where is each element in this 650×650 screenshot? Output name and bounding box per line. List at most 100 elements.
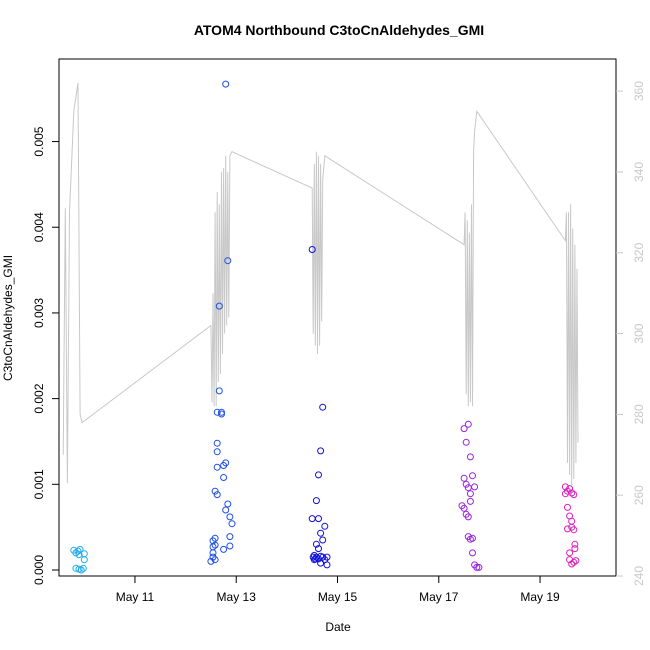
data-point — [473, 563, 481, 571]
y-left-tick-label: 0.004 — [32, 212, 46, 242]
data-point — [224, 500, 232, 508]
data-point — [213, 491, 221, 499]
data-point — [469, 534, 476, 542]
line-series — [62, 82, 579, 488]
data-point — [568, 517, 576, 525]
data-point — [561, 483, 569, 491]
data-point — [215, 302, 223, 310]
data-point — [462, 480, 470, 488]
data-point — [211, 556, 219, 564]
data-point — [466, 490, 474, 498]
data-point — [460, 504, 468, 512]
data-point — [571, 545, 579, 553]
x-tick-label: May 15 — [318, 590, 358, 604]
data-point — [319, 536, 327, 544]
data-point — [222, 80, 230, 88]
y-left-tick-label: 0.001 — [32, 469, 46, 499]
data-point — [566, 549, 574, 557]
data-point — [213, 448, 221, 456]
data-point — [211, 534, 219, 542]
data-point — [213, 408, 221, 416]
data-point — [571, 540, 579, 548]
data-point — [207, 557, 215, 565]
data-point — [80, 550, 88, 558]
data-point — [215, 387, 223, 395]
data-point — [572, 557, 580, 565]
data-point — [471, 483, 479, 491]
y-left-tick-label: 0.005 — [32, 126, 46, 156]
x-tick-label: May 13 — [217, 590, 257, 604]
data-point — [220, 474, 228, 481]
axes: May 11 May 13 May 15 May 17 May 19 0.000 0.001… — [32, 81, 646, 604]
data-point — [570, 491, 578, 499]
data-point — [74, 547, 82, 555]
x-axis-label: Date — [325, 620, 351, 634]
data-point — [568, 489, 576, 497]
data-point — [570, 526, 578, 534]
y-right-tick-label: 240 — [632, 566, 646, 586]
data-point — [315, 471, 322, 479]
y-left-tick-label: 0.003 — [32, 298, 46, 328]
data-point — [568, 560, 576, 568]
data-point — [75, 551, 83, 559]
data-point — [226, 542, 234, 550]
data-point — [226, 513, 234, 521]
data-point — [312, 540, 320, 548]
x-tick-label: May 19 — [520, 590, 560, 604]
data-point — [464, 513, 472, 521]
y-right-tick-label: 340 — [632, 162, 646, 182]
data-point — [319, 403, 327, 411]
data-point — [79, 564, 87, 572]
data-point — [308, 515, 316, 523]
data-point — [317, 529, 325, 537]
data-point — [77, 566, 85, 574]
data-point — [211, 541, 219, 549]
data-point — [466, 453, 474, 461]
data-point — [222, 506, 230, 514]
data-point — [570, 558, 578, 566]
chart-title: ATOM4 Northbound C3toCnAldehydes_GMI — [194, 22, 484, 38]
data-point — [475, 563, 483, 571]
data-point — [315, 545, 322, 553]
data-point — [218, 410, 225, 418]
data-point — [80, 556, 88, 564]
data-point — [213, 463, 221, 471]
data-point — [224, 257, 232, 265]
series-line — [62, 82, 579, 488]
data-point — [312, 497, 320, 505]
data-point — [464, 420, 472, 428]
data-point — [308, 246, 316, 253]
data-point — [211, 487, 219, 495]
data-point — [321, 522, 329, 530]
data-point — [323, 553, 331, 561]
y-right-tick-label: 360 — [632, 81, 646, 101]
data-point — [323, 561, 331, 569]
data-point — [213, 439, 221, 447]
data-point — [317, 559, 325, 567]
data-point — [564, 503, 571, 511]
data-point — [460, 474, 468, 482]
y-right-tick-label: 300 — [632, 323, 646, 343]
y-axis-label: C3toCnAldehydes_GMI — [1, 255, 15, 381]
data-point — [466, 497, 474, 505]
x-tick-label: May 17 — [419, 590, 459, 604]
data-point — [469, 472, 476, 480]
data-point — [469, 549, 476, 557]
data-point — [228, 520, 236, 528]
y-left-tick-label: 0.000 — [32, 555, 46, 585]
data-point — [315, 515, 322, 523]
data-point — [462, 438, 470, 446]
x-tick-label: May 11 — [116, 590, 155, 604]
data-point — [566, 485, 574, 493]
plot-frame — [58, 58, 617, 577]
data-point — [209, 549, 217, 557]
data-point — [317, 447, 325, 455]
data-point — [76, 545, 84, 553]
y-left-tick-label: 0.002 — [32, 383, 46, 413]
y-right-tick-label: 260 — [632, 485, 646, 505]
y-right-tick-label: 280 — [632, 404, 646, 424]
data-point — [222, 459, 230, 467]
y-right-tick-label: 320 — [632, 242, 646, 262]
data-point — [460, 425, 468, 433]
data-point — [220, 545, 228, 553]
